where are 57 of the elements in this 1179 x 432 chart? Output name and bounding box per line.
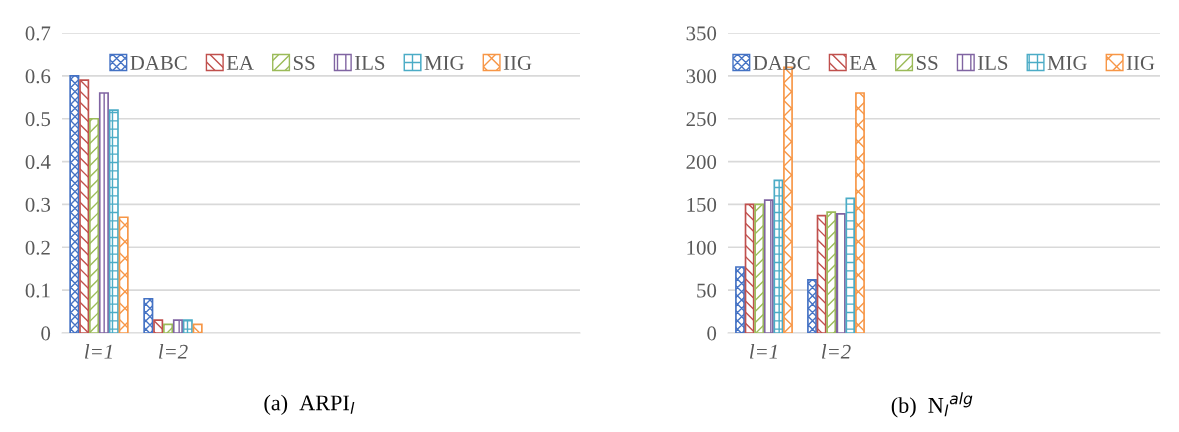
x-tick-label: l=2 xyxy=(821,344,851,359)
bar xyxy=(69,75,80,333)
y-tick-label: 0.7 xyxy=(25,26,51,41)
y-tick-label: 0.6 xyxy=(25,69,51,84)
bar xyxy=(163,323,174,333)
bar xyxy=(773,179,784,333)
bar xyxy=(754,203,765,333)
legend-label: DABC xyxy=(130,55,187,70)
text: (b) N$_{l}$$^{alg}$ xyxy=(891,392,973,418)
y-tick-label: 0.3 xyxy=(25,197,51,212)
bar xyxy=(172,319,183,333)
y-tick-label: 0.5 xyxy=(25,112,51,127)
legend-label: MIG xyxy=(1047,55,1087,70)
legend-label: IIG xyxy=(1126,55,1155,70)
y-tick-label: 0 xyxy=(41,326,51,341)
legend-label: IIG xyxy=(503,55,532,70)
y-tick-label: 150 xyxy=(687,197,717,212)
x-tick-label: l=2 xyxy=(158,344,188,359)
legend-label: MIG xyxy=(424,55,464,70)
y-tick-label: 200 xyxy=(686,154,717,169)
x-tick-label: l=1 xyxy=(84,344,112,359)
y-tick-label: 350 xyxy=(686,26,717,41)
bar xyxy=(735,266,745,333)
legend-label: SS xyxy=(293,55,315,70)
y-tick-label: 100 xyxy=(687,240,717,255)
bar xyxy=(816,214,827,333)
legend-label: EA xyxy=(849,55,877,70)
legend-label: ILS xyxy=(354,55,385,70)
text: (a) ARPI$_{l}$ xyxy=(264,394,355,415)
legend-label: EA xyxy=(226,55,254,70)
bar xyxy=(192,323,203,333)
x-tick-label: l=1 xyxy=(749,344,777,359)
y-tick-label: 0 xyxy=(707,326,717,341)
bar xyxy=(143,297,154,333)
y-tick-label: 300 xyxy=(686,69,717,84)
bar xyxy=(98,92,109,333)
bar xyxy=(744,203,755,333)
legend-label: DABC xyxy=(753,55,810,70)
bar xyxy=(89,117,100,333)
y-tick-label: 50 xyxy=(697,283,717,298)
bar xyxy=(108,109,119,333)
bar xyxy=(118,216,129,333)
y-tick-label: 0.4 xyxy=(25,154,51,170)
bar xyxy=(845,197,856,333)
y-tick-label: 250 xyxy=(686,112,717,127)
bar xyxy=(855,92,865,333)
bar xyxy=(763,199,774,333)
bar xyxy=(153,319,164,333)
y-tick-label: 0.2 xyxy=(25,240,50,255)
legend-label: SS xyxy=(916,55,938,70)
bar xyxy=(826,211,837,333)
bar xyxy=(835,213,846,333)
legend-label: ILS xyxy=(977,55,1008,70)
bar xyxy=(807,279,817,333)
y-tick-label: 0.1 xyxy=(25,283,50,298)
bar xyxy=(182,319,193,333)
bar xyxy=(79,79,90,333)
